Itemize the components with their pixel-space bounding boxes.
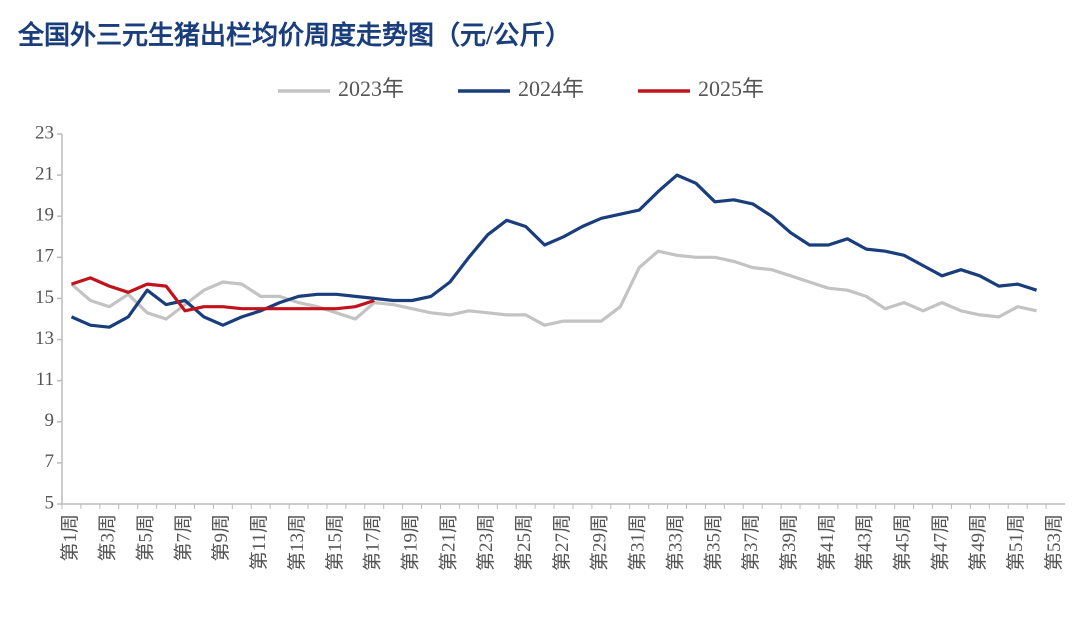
y-tick-label: 23 bbox=[35, 122, 54, 143]
x-tick-label: 第53周 bbox=[1043, 514, 1065, 571]
y-tick-label: 5 bbox=[45, 492, 55, 513]
legend-label: 2025年 bbox=[698, 76, 764, 101]
x-tick-label: 第13周 bbox=[286, 514, 308, 571]
y-tick-label: 17 bbox=[35, 246, 54, 267]
x-tick-label: 第5周 bbox=[135, 514, 157, 562]
x-tick-label: 第7周 bbox=[172, 514, 194, 562]
series-line bbox=[71, 276, 375, 313]
x-tick-label: 第43周 bbox=[854, 514, 876, 571]
legend-label: 2024年 bbox=[518, 76, 584, 101]
y-tick-label: 15 bbox=[35, 287, 54, 308]
x-tick-label: 第17周 bbox=[362, 514, 384, 571]
x-tick-label: 第25周 bbox=[513, 514, 535, 571]
x-tick-label: 第27周 bbox=[551, 514, 573, 571]
y-tick-label: 13 bbox=[35, 328, 54, 349]
y-tick-label: 19 bbox=[35, 205, 54, 226]
y-tick-label: 7 bbox=[45, 451, 55, 472]
x-tick-label: 第35周 bbox=[702, 514, 724, 571]
x-tick-label: 第37周 bbox=[740, 514, 762, 571]
series-line bbox=[70, 173, 1038, 329]
y-tick-label: 21 bbox=[35, 163, 54, 184]
x-tick-label: 第1周 bbox=[59, 514, 81, 562]
x-tick-label: 第47周 bbox=[929, 514, 951, 571]
x-tick-label: 第45周 bbox=[892, 514, 914, 571]
x-tick-label: 第49周 bbox=[967, 514, 989, 571]
series-line bbox=[70, 249, 1037, 327]
y-tick-label: 11 bbox=[36, 369, 54, 390]
x-tick-label: 第19周 bbox=[399, 514, 421, 571]
y-tick-label: 9 bbox=[45, 410, 55, 431]
x-tick-label: 第21周 bbox=[437, 514, 459, 571]
chart-title: 全国外三元生猪出栏均价周度走势图（元/公斤） bbox=[17, 20, 571, 50]
legend-label: 2023年 bbox=[338, 76, 404, 101]
x-tick-label: 第31周 bbox=[627, 514, 649, 571]
x-tick-label: 第15周 bbox=[324, 514, 346, 571]
x-tick-label: 第11周 bbox=[248, 514, 270, 570]
x-tick-label: 第33周 bbox=[664, 514, 686, 571]
x-tick-label: 第23周 bbox=[475, 514, 497, 571]
x-tick-label: 第9周 bbox=[210, 514, 232, 562]
x-tick-label: 第29周 bbox=[589, 514, 611, 571]
x-tick-label: 第3周 bbox=[97, 514, 119, 562]
x-tick-label: 第41周 bbox=[816, 514, 838, 571]
x-tick-label: 第39周 bbox=[778, 514, 800, 571]
x-tick-label: 第51周 bbox=[1005, 514, 1027, 571]
